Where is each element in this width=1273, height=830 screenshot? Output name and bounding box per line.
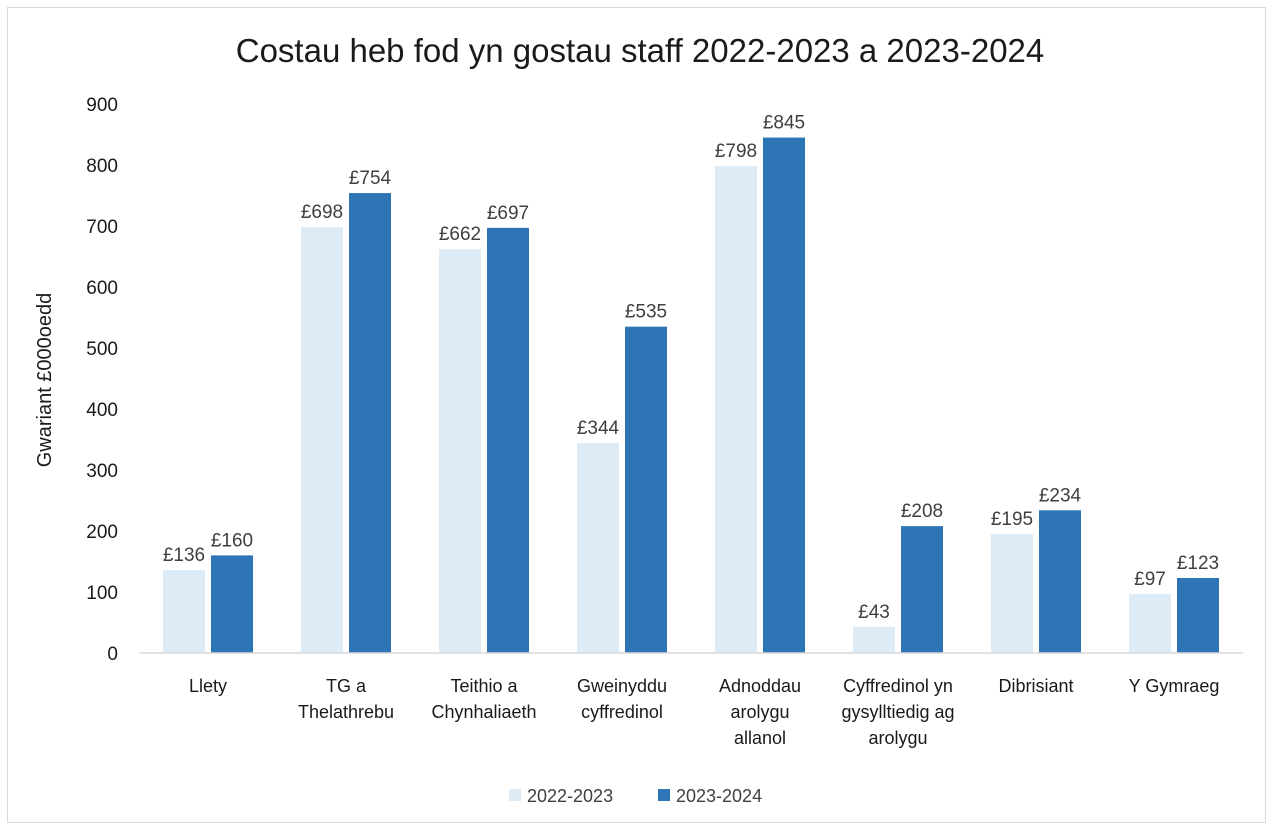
data-label: £43 bbox=[858, 602, 890, 623]
data-label: £662 bbox=[439, 224, 481, 245]
data-label: £195 bbox=[991, 509, 1033, 530]
data-labels: £136 £698 £662 £344 £798 £43 £195 £97 £160 £754 £6… bbox=[163, 113, 1219, 623]
x-tick-label: Gweinyddu bbox=[577, 676, 667, 696]
x-tick-label: Thelathrebu bbox=[298, 702, 394, 722]
bar-2022-2023-2 bbox=[439, 249, 481, 653]
y-tick-label: 0 bbox=[107, 644, 118, 665]
x-tick-label: arolygu bbox=[868, 728, 927, 748]
data-label: £160 bbox=[211, 530, 253, 551]
y-tick-label: 800 bbox=[86, 156, 118, 177]
y-tick-label: 900 bbox=[86, 95, 118, 116]
bar-2023-2024-1 bbox=[349, 193, 391, 653]
bar-2022-2023-7 bbox=[1129, 593, 1171, 653]
y-tick-label: 600 bbox=[86, 278, 118, 299]
legend-label: 2023-2024 bbox=[676, 786, 762, 806]
bar-2023-2024-4 bbox=[763, 137, 805, 654]
chart-title: Costau heb fod yn gostau staff 2022-2023… bbox=[236, 32, 1045, 69]
bar-2023-2024-3 bbox=[625, 326, 667, 653]
y-tick-label: 300 bbox=[86, 461, 118, 482]
x-tick-label: Teithio a bbox=[450, 676, 518, 696]
bars bbox=[163, 137, 1219, 654]
y-tick-label: 400 bbox=[86, 400, 118, 421]
bar-2022-2023-5 bbox=[853, 626, 895, 653]
x-tick-label: Adnoddau bbox=[719, 676, 801, 696]
legend-swatch-2023-2024 bbox=[658, 789, 670, 801]
x-tick-label: cyffredinol bbox=[581, 702, 663, 722]
bar-2023-2024-7 bbox=[1177, 577, 1219, 653]
y-tick-label: 700 bbox=[86, 217, 118, 238]
legend: 2022-2023 2023-2024 bbox=[509, 786, 762, 806]
x-tick-label: allanol bbox=[734, 728, 786, 748]
bar-2022-2023-4 bbox=[715, 166, 757, 653]
x-tick-label: gysylltiedig ag bbox=[841, 702, 954, 722]
y-axis-label: Gwariant £000oedd bbox=[34, 293, 56, 468]
y-tick-label: 500 bbox=[86, 339, 118, 360]
data-label: £845 bbox=[763, 113, 805, 134]
y-axis-ticks: 0 100 200 300 400 500 600 700 800 900 bbox=[86, 95, 118, 665]
bar-2022-2023-3 bbox=[577, 443, 619, 653]
x-tick-label: TG a bbox=[326, 676, 367, 696]
data-label: £234 bbox=[1039, 485, 1082, 506]
data-label: £123 bbox=[1177, 553, 1219, 574]
bar-2023-2024-2 bbox=[487, 227, 529, 653]
data-label: £535 bbox=[625, 302, 667, 323]
data-label: £208 bbox=[901, 501, 943, 522]
x-tick-label: Cyffredinol yn bbox=[843, 676, 953, 696]
legend-swatch-2022-2023 bbox=[509, 789, 521, 801]
y-tick-label: 100 bbox=[86, 583, 118, 604]
bar-2023-2024-0 bbox=[211, 555, 253, 653]
legend-label: 2022-2023 bbox=[527, 786, 613, 806]
x-tick-label: Llety bbox=[189, 676, 227, 696]
x-tick-label: arolygu bbox=[730, 702, 789, 722]
y-tick-label: 200 bbox=[86, 522, 118, 543]
x-tick-label: Dibrisiant bbox=[998, 676, 1073, 696]
x-tick-label: Y Gymraeg bbox=[1129, 676, 1220, 696]
bar-2022-2023-6 bbox=[991, 534, 1033, 653]
data-label: £136 bbox=[163, 545, 205, 566]
x-axis: Llety TG a Thelathrebu Teithio a Chynhaliaet… bbox=[139, 652, 1243, 748]
x-tick-label: Chynhaliaeth bbox=[431, 702, 536, 722]
data-label: £97 bbox=[1134, 569, 1166, 590]
data-label: £798 bbox=[715, 141, 757, 162]
data-label: £698 bbox=[301, 202, 343, 223]
bar-2022-2023-1 bbox=[301, 227, 343, 653]
data-label: £697 bbox=[487, 203, 529, 224]
bar-2022-2023-0 bbox=[163, 570, 205, 653]
data-label: £344 bbox=[577, 418, 620, 439]
data-label: £754 bbox=[349, 168, 392, 189]
bar-2023-2024-5 bbox=[901, 526, 943, 653]
bar-2023-2024-6 bbox=[1039, 510, 1081, 653]
